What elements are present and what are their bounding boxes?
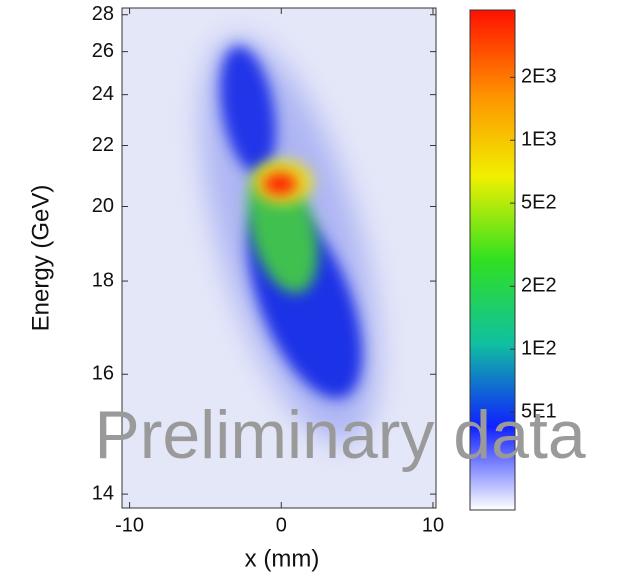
y-tick-label: 14 <box>92 482 114 504</box>
x-axis-label: x (mm) <box>245 545 320 572</box>
plot-frame <box>121 7 437 509</box>
heatmap-image <box>201 37 379 443</box>
watermark: Preliminary data <box>94 397 585 473</box>
colorbar-tick-label: 2E3 <box>521 66 557 88</box>
y-tick-label: 16 <box>92 363 114 385</box>
colorbar-tick-label: 5E1 <box>521 400 557 422</box>
y-tick-label: 22 <box>92 134 114 156</box>
x-tick-label: 0 <box>276 514 287 536</box>
x-tick-label: 10 <box>422 514 444 536</box>
y-axis-label: Energy (GeV) <box>27 185 54 332</box>
colorbar <box>469 9 516 511</box>
colorbar-tick-label: 2E2 <box>521 275 557 297</box>
y-tick-label: 20 <box>92 195 114 217</box>
colorbar-tick-label: 1E2 <box>521 337 557 359</box>
y-tick-label: 24 <box>92 83 114 105</box>
y-tick-label: 18 <box>92 269 114 291</box>
x-tick-label: -10 <box>115 514 144 536</box>
colorbar-tick-label: 5E2 <box>521 191 557 213</box>
blob-core <box>263 173 297 195</box>
blob <box>220 45 276 175</box>
y-tick-label: 28 <box>92 3 114 25</box>
colorbar-tick-label: 1E3 <box>521 129 557 151</box>
y-tick-label: 26 <box>92 40 114 62</box>
